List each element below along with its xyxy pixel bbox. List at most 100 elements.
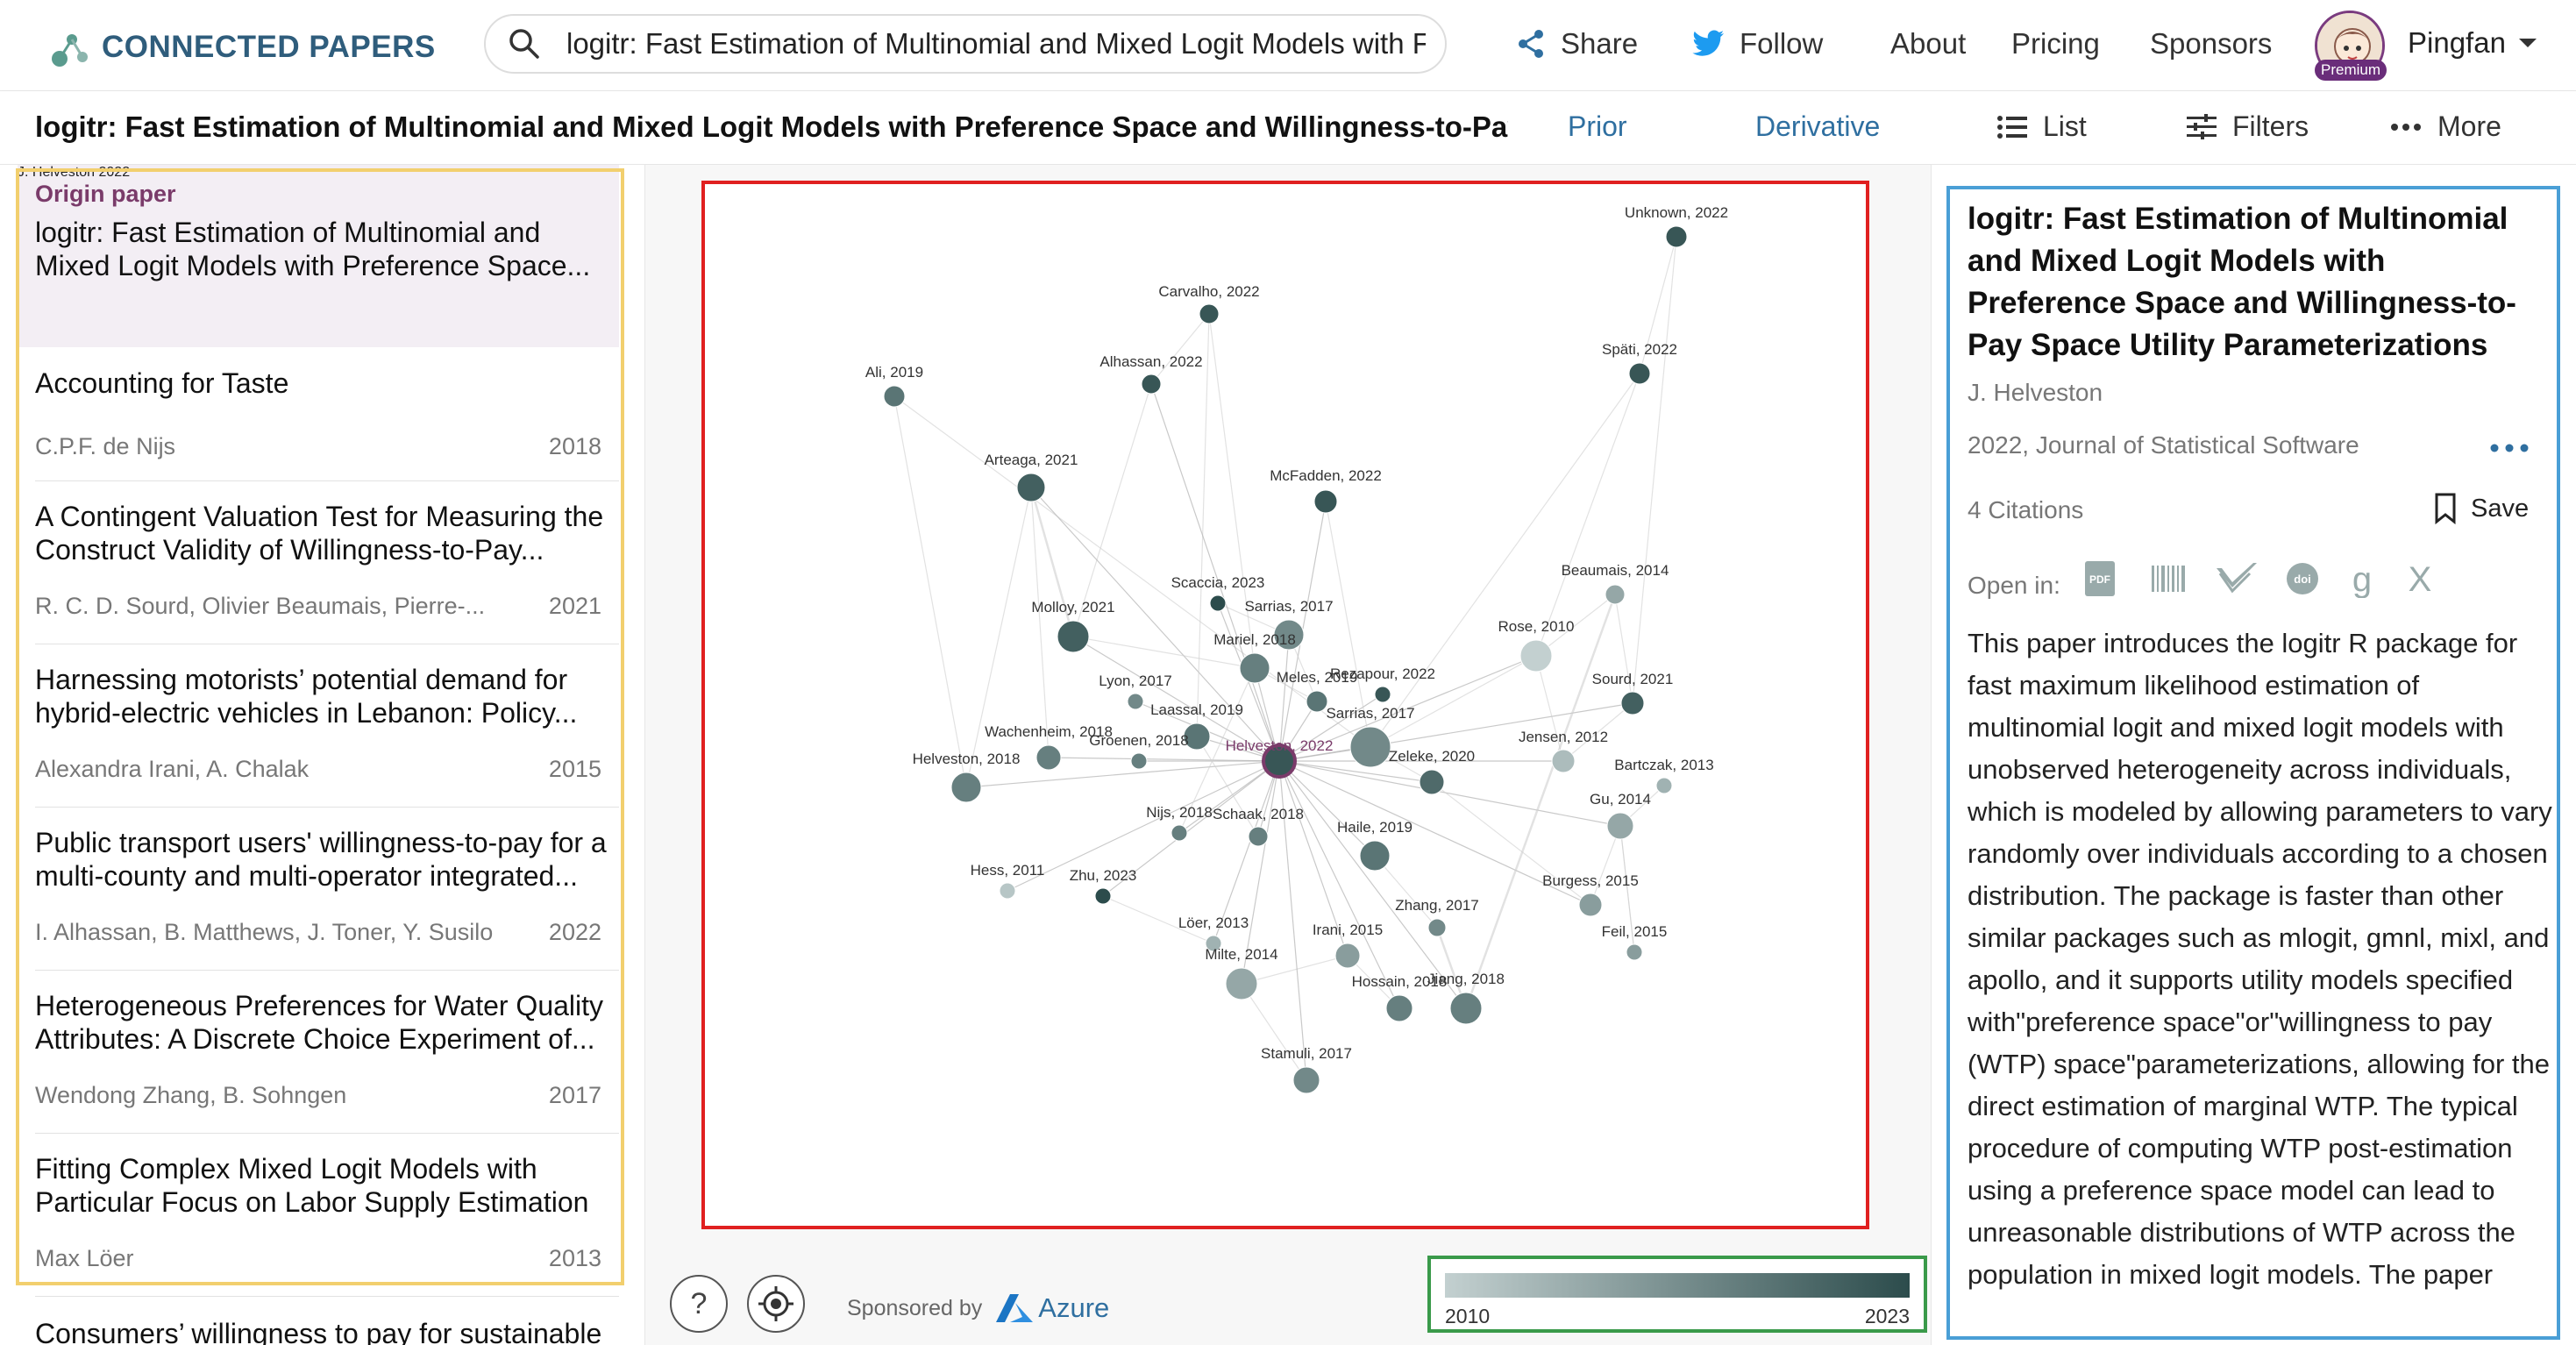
google-scholar-icon[interactable]: g [2346,559,2378,598]
graph-node[interactable] [1359,840,1391,872]
about-link[interactable]: About [1890,16,1966,72]
legend-min-year: 2010 [1445,1305,1491,1327]
help-icon: ? [690,1286,708,1320]
detail-title: logitr: Fast Estimation of Multinomial a… [1968,202,2516,362]
graph-node-label: Schaak, 2018 [1213,806,1304,822]
graph-node[interactable] [1205,935,1222,952]
filters-button[interactable]: Filters [2187,110,2309,143]
graph-node[interactable] [1209,594,1227,612]
graph-node[interactable] [999,882,1016,900]
graph-node[interactable] [1057,620,1090,653]
search-input[interactable]: logitr: Fast Estimation of Multinomial a… [566,27,1426,60]
paper-authors: R. C. D. Sourd, Olivier Beaumais, Pierre… [35,593,486,619]
graph-node[interactable] [1306,690,1328,713]
graph-node[interactable] [1449,992,1483,1025]
graph-node[interactable] [1199,303,1220,324]
graph-node[interactable] [1313,489,1338,514]
graph-toolbar: logitr: Fast Estimation of Multinomial a… [0,91,2576,165]
list-item[interactable]: A Contingent Valuation Test for Measurin… [18,482,619,645]
graph-node[interactable] [1626,943,1643,961]
paper-authors: Max Löer [35,1245,134,1271]
doi-icon[interactable]: doi [2285,561,2320,596]
sponsors-link[interactable]: Sponsors [2150,16,2272,72]
graph-node[interactable] [1427,918,1447,937]
graph-node[interactable] [1605,584,1626,605]
semantic-scholar-icon[interactable] [2215,561,2259,596]
graph-node[interactable] [1016,473,1046,502]
follow-button[interactable]: Follow [1692,16,1823,72]
graph-node[interactable] [1239,652,1270,684]
prior-works-button[interactable]: Prior [1568,110,1627,143]
search-bar[interactable]: logitr: Fast Estimation of Multinomial a… [484,14,1447,74]
graph-node[interactable] [1349,726,1391,768]
graph-canvas[interactable]: Unknown, 2022 Carvalho, 2022 Alhassan, 202… [701,181,1869,1229]
origin-paper-card[interactable]: Origin paper logitr: Fast Estimation of … [18,165,619,347]
list-label: List [2043,110,2087,142]
graph-node-label: Arteaga, 2021 [985,452,1078,468]
barcode-icon[interactable] [2150,562,2188,595]
x-icon[interactable]: X [2404,561,2436,596]
list-item[interactable]: Heterogeneous Preferences for Water Qual… [18,971,619,1135]
graph-node-label: Späti, 2022 [1602,341,1677,358]
graph-node[interactable] [1551,749,1576,773]
share-button[interactable]: Share [1515,16,1638,72]
graph-node[interactable] [1334,943,1361,969]
graph-node[interactable] [1620,691,1645,715]
graph-node[interactable] [1035,744,1062,771]
save-button[interactable]: Save [2434,493,2529,524]
list-item[interactable]: Harnessing motorists’ potential demand f… [18,645,619,808]
graph-edge [1278,760,1591,906]
detail-authors[interactable]: J. Helveston [1968,379,2103,406]
graph-node[interactable] [1248,826,1269,847]
pdf-icon[interactable]: PDF [2081,559,2118,598]
help-button[interactable]: ? [670,1275,728,1333]
graph-node[interactable] [1419,769,1445,795]
list-item[interactable]: Public transport users' willingness-to-p… [18,808,619,971]
graph-node-label: Mariel, 2018 [1213,631,1296,648]
graph-node[interactable] [1606,812,1634,840]
graph-node[interactable] [1183,722,1211,751]
graph-node[interactable] [1292,1066,1320,1094]
derivative-works-button[interactable]: Derivative [1755,110,1880,143]
graph-node[interactable] [1519,639,1553,672]
user-menu[interactable]: Pingfan [2408,26,2539,60]
more-button[interactable]: More [2390,110,2501,143]
list-item[interactable]: Accounting for Taste C.P.F. de Nijs 2018 [18,347,619,510]
graph-node[interactable] [1578,893,1603,917]
graph-node-label: Sarrias, 2017 [1326,705,1414,722]
pricing-link[interactable]: Pricing [2011,16,2100,72]
graph-node[interactable] [1094,887,1112,905]
graph-node[interactable] [1374,686,1391,703]
graph-node[interactable] [1141,374,1162,395]
graph-node-label: Jensen, 2012 [1519,729,1608,745]
graph-node[interactable] [1273,619,1305,651]
graph-node-label: Beaumais, 2014 [1562,562,1669,579]
graph-node[interactable] [883,385,906,408]
logo[interactable]: CONNECTED PAPERS [51,23,436,72]
list-item[interactable]: Consumers’ willingness to pay for sustai… [18,1298,619,1345]
graph-node[interactable] [1628,362,1651,385]
divider [35,970,619,971]
list-item[interactable]: Fitting Complex Mixed Logit Models with … [18,1135,619,1298]
graph-node[interactable] [1127,693,1144,710]
share-icon [1519,30,1543,58]
logo-text: CONNECTED PAPERS [102,30,436,64]
graph-node[interactable] [1385,994,1413,1022]
more-options-icon[interactable] [2490,444,2529,452]
graph-node-label: Groenen, 2018 [1089,732,1188,749]
graph-node-label: Sarrias, 2017 [1244,598,1333,615]
graph-node[interactable] [1665,225,1688,248]
list-button[interactable]: List [1997,110,2087,143]
graph-node[interactable] [950,772,982,803]
graph-node[interactable] [1262,744,1297,779]
graph-node[interactable] [1225,967,1258,1000]
paper-year: 2018 [548,433,601,459]
graph-node[interactable] [1655,777,1673,794]
citation-graph[interactable]: Unknown, 2022 Carvalho, 2022 Alhassan, 202… [705,184,1866,1226]
recenter-button[interactable] [747,1275,805,1333]
paper-authors: J. Helveston [18,165,96,180]
graph-node[interactable] [1171,824,1188,842]
sponsor-banner[interactable]: Sponsored by Azure [847,1292,1109,1324]
graph-edge [1278,760,1307,1081]
graph-node[interactable] [1130,752,1148,770]
